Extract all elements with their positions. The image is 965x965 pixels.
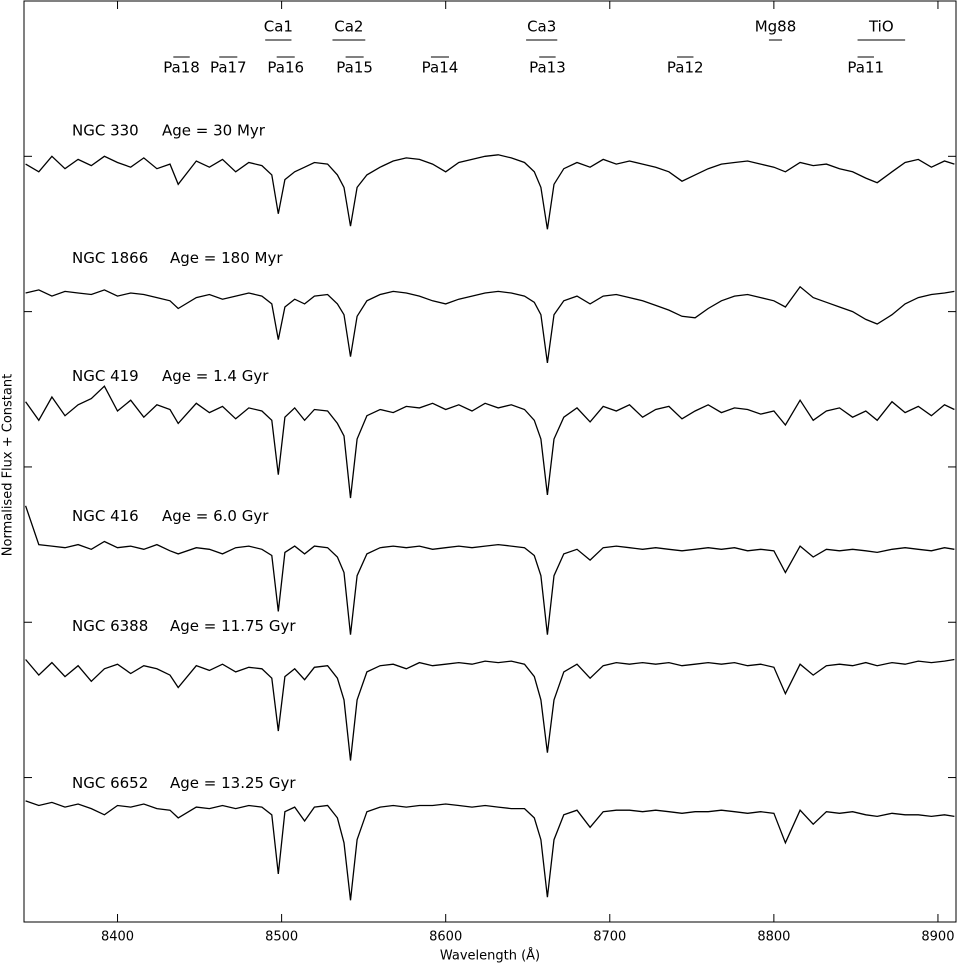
x-tick-label: 8800	[757, 930, 790, 945]
feature-label: Pa14	[422, 59, 459, 77]
series-name: NGC 330	[72, 122, 139, 140]
series-name: NGC 419	[72, 367, 139, 385]
plot-frame	[23, 0, 957, 923]
feature-label: Pa18	[163, 59, 200, 77]
feature-label: Ca2	[334, 18, 363, 36]
series-age: Age = 30 Myr	[162, 122, 266, 140]
feature-label: Pa17	[210, 59, 247, 77]
x-tick-label: 8600	[429, 930, 462, 945]
feature-label: Pa13	[529, 59, 566, 77]
spectrum-line	[24, 505, 955, 635]
x-axis-label: Wavelength (Å)	[440, 948, 540, 964]
feature-label: TiO	[868, 18, 894, 36]
y-axis-label: Normalised Flux + Constant	[1, 374, 16, 556]
series-name: NGC 6388	[72, 617, 148, 635]
feature-label: Pa15	[336, 59, 373, 77]
spectrum-line	[25, 658, 955, 761]
feature-label: Ca3	[527, 18, 556, 36]
series-age: Age = 13.25 Gyr	[170, 774, 296, 792]
series-name: NGC 6652	[72, 774, 148, 792]
spectrum-line	[25, 285, 955, 363]
x-tick-label: 8900	[921, 930, 954, 945]
feature-label: Pa11	[847, 59, 884, 77]
feature-label: Pa16	[267, 59, 304, 77]
spectrum-line	[25, 800, 955, 901]
spectrum-line	[25, 154, 955, 230]
series-age: Age = 11.75 Gyr	[170, 617, 296, 635]
series-age: Age = 180 Myr	[170, 249, 283, 267]
series-age: Age = 1.4 Gyr	[162, 367, 269, 385]
x-tick-label: 8500	[265, 930, 298, 945]
spectrum-line	[25, 385, 955, 499]
feature-label: Ca1	[264, 18, 293, 36]
series-name: NGC 416	[72, 507, 139, 525]
feature-label: Pa12	[667, 59, 704, 77]
feature-label: Mg88	[755, 18, 797, 36]
series-age: Age = 6.0 Gyr	[162, 507, 269, 525]
x-tick-label: 8700	[593, 930, 626, 945]
x-tick-label: 8400	[101, 930, 134, 945]
series-name: NGC 1866	[72, 249, 148, 267]
